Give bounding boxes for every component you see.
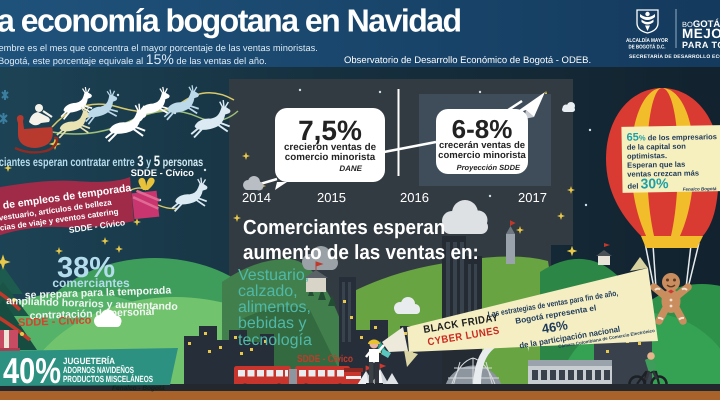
svg-text:40%: 40% bbox=[3, 350, 61, 391]
svg-text:PARA TOD: PARA TOD bbox=[682, 40, 720, 50]
svg-text:SDDE - Cívico: SDDE - Cívico bbox=[297, 354, 353, 365]
svg-text:PRODUCTOS MISCELÁNEOS: PRODUCTOS MISCELÁNEOS bbox=[63, 374, 153, 384]
svg-text:JUGUETERÍA: JUGUETERÍA bbox=[63, 356, 115, 366]
svg-text:2016: 2016 bbox=[400, 190, 429, 205]
svg-text:ALCALDÍA MAYOR: ALCALDÍA MAYOR bbox=[626, 37, 668, 44]
svg-text:aumento de las ventas en:: aumento de las ventas en: bbox=[243, 241, 479, 264]
svg-text:Esperan que las: Esperan que las bbox=[627, 160, 685, 170]
svg-text:2017: 2017 bbox=[518, 190, 547, 205]
svg-text:46%: 46% bbox=[541, 317, 570, 336]
svg-text:MEJOR: MEJOR bbox=[682, 26, 720, 41]
svg-text:crecieron ventas de: crecieron ventas de bbox=[284, 142, 377, 153]
svg-text:Observatorio de Desarrollo Eco: Observatorio de Desarrollo Económico de … bbox=[344, 55, 591, 66]
svg-text:ADORNOS NAVIDEÑOS: ADORNOS NAVIDEÑOS bbox=[63, 364, 134, 375]
svg-text:tecnología: tecnología bbox=[238, 332, 312, 349]
svg-text:calzado,: calzado, bbox=[238, 283, 298, 300]
svg-text:Fenalco - Bogotá: Fenalco - Bogotá bbox=[112, 385, 165, 392]
svg-text:de la capital son: de la capital son bbox=[627, 142, 687, 152]
svg-text:Fenalco Bogotá: Fenalco Bogotá bbox=[683, 186, 717, 192]
svg-text:SECRETARÍA DE DESARROLLO ECONÓ: SECRETARÍA DE DESARROLLO ECONÓMICO bbox=[629, 53, 720, 60]
svg-text:se prepara para la temporada: se prepara para la temporada bbox=[25, 284, 172, 301]
svg-text:SDDE - Cívico: SDDE - Cívico bbox=[131, 168, 195, 179]
svg-text:SDDE - Cívico: SDDE - Cívico bbox=[18, 315, 92, 330]
svg-text:Vestuario,: Vestuario, bbox=[238, 267, 309, 284]
svg-text:Comerciantes esperan contratar: Comerciantes esperan contratar entre 3 y… bbox=[0, 153, 203, 170]
svg-text:comercio minorista: comercio minorista bbox=[438, 150, 526, 161]
svg-text:BOGOTÁ: BOGOTÁ bbox=[682, 18, 720, 30]
svg-text:ventas crezcan más: ventas crezcan más bbox=[627, 168, 699, 178]
svg-text:comerciantes: comerciantes bbox=[52, 276, 130, 290]
svg-text:7,5%: 7,5% bbox=[298, 115, 362, 146]
svg-text:comercio minorista: comercio minorista bbox=[285, 152, 376, 163]
svg-text:optimistas.: optimistas. bbox=[627, 151, 667, 161]
svg-text:bebidas y: bebidas y bbox=[238, 315, 307, 332]
svg-text:6-8%: 6-8% bbox=[452, 114, 513, 144]
svg-text:contratación de personal: contratación de personal bbox=[29, 306, 154, 322]
svg-text:65% de los empresarios: 65% de los empresarios bbox=[627, 130, 718, 144]
svg-text:crecerán ventas de: crecerán ventas de bbox=[439, 140, 525, 151]
svg-text:2015: 2015 bbox=[317, 190, 346, 205]
svg-text:alimentos,: alimentos, bbox=[238, 299, 311, 316]
svg-text:DE BOGOTÁ D.C.: DE BOGOTÁ D.C. bbox=[629, 44, 666, 51]
svg-text:Comerciantes esperan: Comerciantes esperan bbox=[243, 216, 445, 239]
svg-text:Proyección SDDE: Proyección SDDE bbox=[457, 163, 521, 172]
svg-text:ampliando horarios y aumentand: ampliando horarios y aumentando bbox=[6, 295, 178, 313]
svg-text:38%: 38% bbox=[57, 252, 115, 284]
svg-text:Diciembre es el mes que concen: Diciembre es el mes que concentra el may… bbox=[0, 43, 318, 53]
svg-text:DANE: DANE bbox=[339, 164, 362, 173]
svg-text:La economía bogotana en Navida: La economía bogotana en Navidad bbox=[0, 3, 461, 39]
svg-text:2014: 2014 bbox=[242, 190, 271, 205]
